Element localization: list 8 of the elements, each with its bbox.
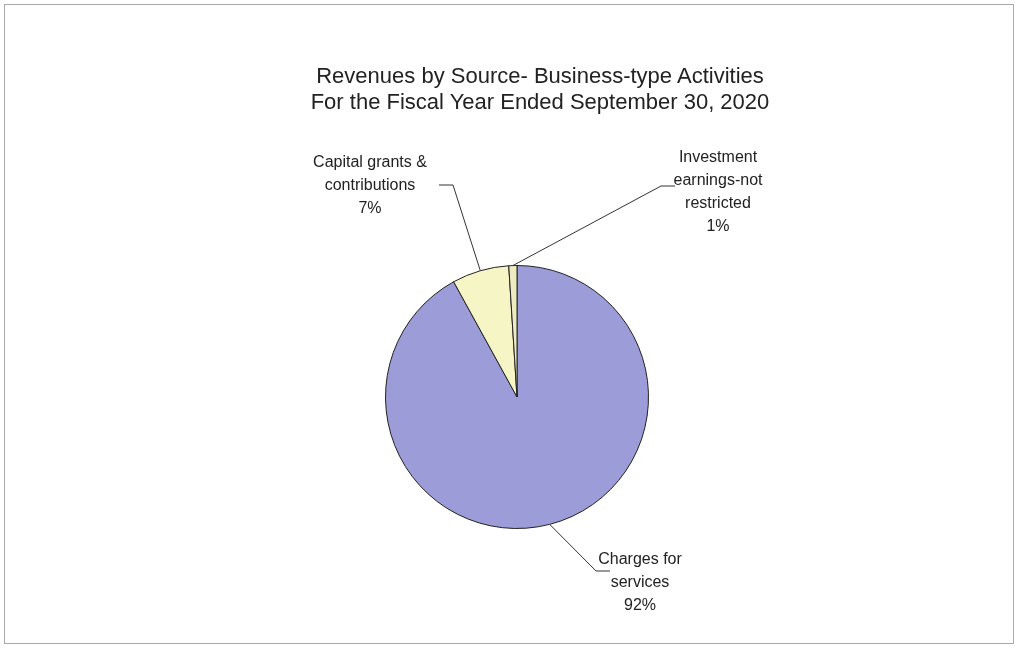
- chart-title: Revenues by Source- Business-type Activities: [315, 63, 765, 89]
- data-label: 92%: [623, 596, 657, 614]
- data-label: 7%: [358, 199, 382, 217]
- slice-label: Investment earnings-not restricted: [673, 148, 764, 212]
- data-label: 1%: [706, 217, 730, 235]
- chart-subtitle: For the Fiscal Year Ended September 30, 2020: [309, 89, 771, 115]
- slice-label: Charges for services: [598, 550, 683, 591]
- slice-label: Capital grants & contributions: [313, 153, 428, 194]
